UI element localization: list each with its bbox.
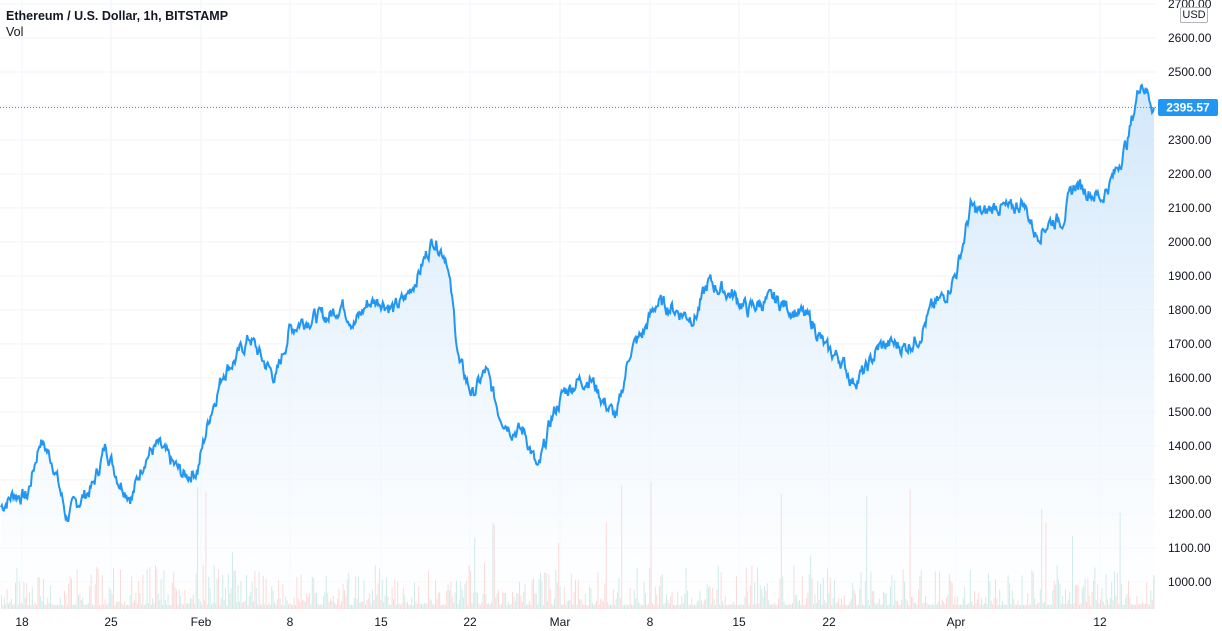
time-axis[interactable] — [0, 609, 1158, 631]
y-tick-label: 2600.00 — [1168, 31, 1212, 45]
x-tick-label: 8 — [287, 615, 294, 629]
y-tick-label: 1100.00 — [1168, 541, 1211, 555]
price-area — [1, 85, 1154, 610]
y-tick-label: 1500.00 — [1168, 405, 1212, 419]
y-tick-label: 2200.00 — [1168, 167, 1212, 181]
x-tick-label: Mar — [550, 615, 571, 629]
y-tick-label: 1300.00 — [1168, 473, 1212, 487]
x-tick-label: 25 — [104, 615, 118, 629]
chart-legend: Ethereum / U.S. Dollar, 1h, BITSTAMP Vol — [6, 8, 228, 40]
symbol-title[interactable]: Ethereum / U.S. Dollar, 1h, BITSTAMP — [6, 9, 229, 23]
x-tick-label: Apr — [947, 615, 966, 629]
y-tick-label: 2100.00 — [1168, 201, 1212, 215]
price-axis-labels: 1000.00 1100.00 1200.00 1300.00 1400.00 1500.… — [1168, 0, 1212, 589]
y-tick-label: 2500.00 — [1168, 65, 1212, 79]
y-tick-label: 1000.00 — [1168, 575, 1212, 589]
y-tick-label: 2700.00 — [1168, 0, 1212, 11]
x-tick-label: Feb — [191, 615, 212, 629]
x-tick-label: 22 — [822, 615, 836, 629]
y-tick-label: 1600.00 — [1168, 371, 1212, 385]
x-tick-label: 18 — [15, 615, 29, 629]
y-tick-label: 1200.00 — [1168, 507, 1212, 521]
x-tick-label: 12 — [1093, 615, 1107, 629]
last-price-value: 2395.57 — [1166, 100, 1210, 114]
x-tick-label: 15 — [732, 615, 746, 629]
x-tick-label: 8 — [647, 615, 654, 629]
y-tick-label: 2300.00 — [1168, 133, 1212, 147]
x-tick-label: 15 — [374, 615, 388, 629]
x-tick-label: 22 — [463, 615, 477, 629]
y-tick-label: 1800.00 — [1168, 303, 1212, 317]
y-tick-label: 1400.00 — [1168, 439, 1212, 453]
volume-legend[interactable]: Vol — [6, 25, 24, 39]
time-axis-labels: 18 25 Feb 8 15 22 Mar 8 15 22 Apr 12 — [15, 615, 1107, 629]
y-tick-label: 1900.00 — [1168, 269, 1212, 283]
y-tick-label: 1700.00 — [1168, 337, 1212, 351]
y-tick-label: 2000.00 — [1168, 235, 1212, 249]
last-price-label: 2395.57 — [1158, 98, 1218, 116]
currency-badge[interactable]: USD — [1180, 7, 1208, 23]
price-line — [0, 83, 1155, 523]
